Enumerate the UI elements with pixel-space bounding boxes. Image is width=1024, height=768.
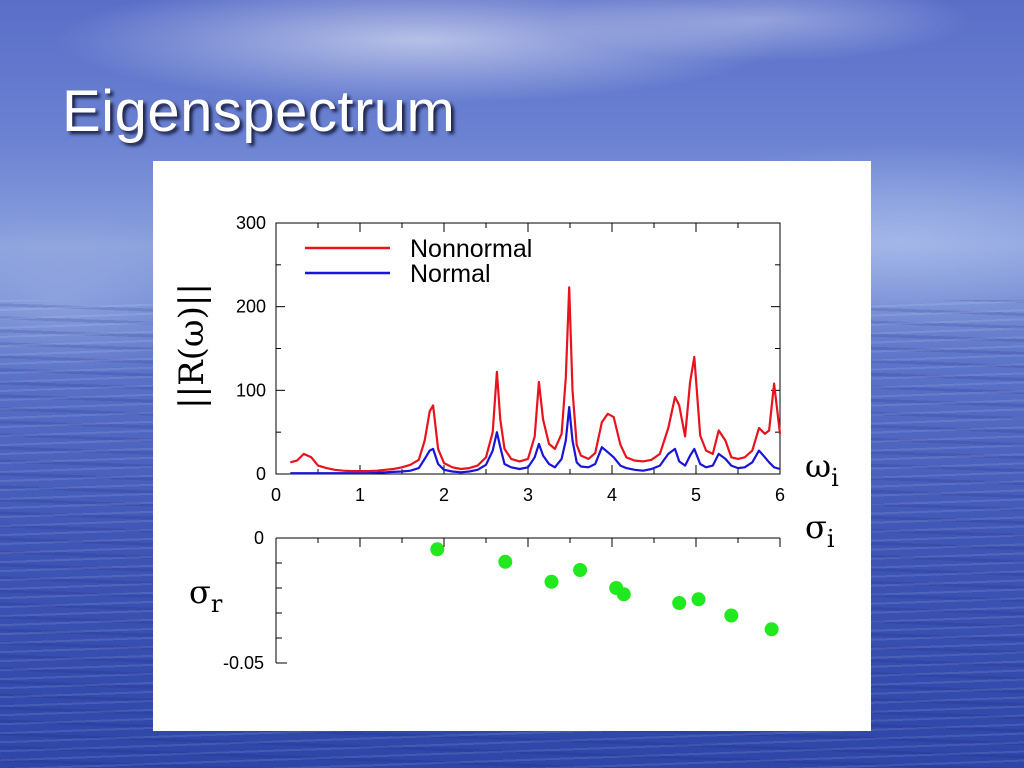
eigenvalue-point <box>764 622 779 637</box>
response-x-ticks: 0 1 2 3 4 5 6 <box>271 223 785 505</box>
y-tick-label: 200 <box>236 297 266 317</box>
eigenspectrum-figure: 0 1 2 3 4 5 6 0 100 200 300 Nonnormal Normal ||R(… <box>172 213 839 673</box>
eigenvalue-point <box>544 574 559 589</box>
eigenvalue-point <box>672 596 687 610</box>
sigma-r-subscript: r <box>211 590 223 618</box>
sigma-r-symbol: σ <box>189 573 211 611</box>
eigenvalue-point <box>691 592 706 607</box>
eigenvalue-point <box>498 554 513 569</box>
eigenvalue-point <box>573 563 588 577</box>
x-tick-label: 3 <box>523 485 533 505</box>
eigenvalue-plot-axes: 0 -0.05 <box>223 528 781 673</box>
omega-subscript: i <box>831 464 839 492</box>
sigma-i-axis-label: σi <box>805 508 835 553</box>
eigen-y-tick-label: 0 <box>254 528 264 548</box>
series-line-nonnormal <box>290 286 782 473</box>
y-tick-label: 0 <box>256 464 266 484</box>
eigenvalue-point <box>616 587 631 602</box>
x-tick-label: 6 <box>775 485 785 505</box>
legend-label-normal: Normal <box>410 260 491 288</box>
eigenvalue-point <box>724 608 739 623</box>
slide-title: Eigenspectrum <box>62 79 456 144</box>
sigma-r-axis-label: σr <box>189 573 223 618</box>
y-tick-label: 300 <box>236 213 266 233</box>
x-tick-label: 4 <box>607 485 617 505</box>
sigma-i-subscript: i <box>827 525 835 553</box>
x-tick-label: 0 <box>271 485 281 505</box>
response-series <box>290 286 782 475</box>
eigenvalue-points <box>430 542 779 637</box>
figure-panel: 0 1 2 3 4 5 6 0 100 200 300 Nonnormal Normal ||R(… <box>153 161 871 731</box>
response-y-axis-label: ||R(ω)|| <box>172 283 212 409</box>
x-tick-label: 2 <box>439 485 449 505</box>
response-y-ticks: 0 100 200 300 <box>236 213 780 484</box>
x-tick-label: 1 <box>355 485 365 505</box>
legend-label-nonnormal: Nonnormal <box>410 235 532 263</box>
sigma-i-symbol: σ <box>805 508 827 546</box>
series-line-normal <box>290 406 781 475</box>
eigen-y-tick-label: -0.05 <box>223 653 264 673</box>
x-tick-label: 5 <box>691 485 701 505</box>
eigenvalue-point <box>430 542 445 557</box>
y-tick-label: 100 <box>236 380 266 400</box>
omega-symbol: ω <box>805 447 831 485</box>
omega-axis-label: ωi <box>805 447 839 492</box>
